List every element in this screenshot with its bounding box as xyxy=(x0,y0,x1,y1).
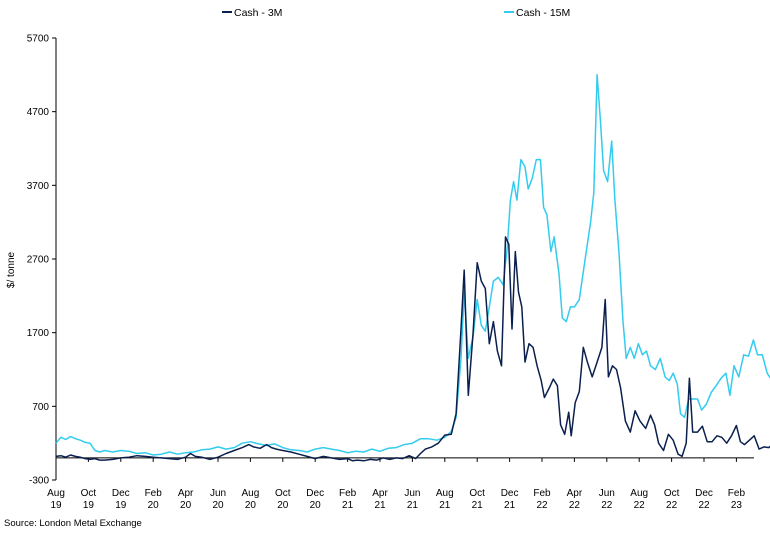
x-tick-label-month: Aug xyxy=(630,488,648,499)
x-tick-label-month: Dec xyxy=(306,488,324,499)
series-line-cash-3m xyxy=(55,236,770,462)
x-tick-label-month: Feb xyxy=(728,488,746,499)
x-tick-label-month: Dec xyxy=(695,488,713,499)
x-tick-label-year: 21 xyxy=(504,500,516,511)
x-tick-label-month: Aug xyxy=(47,488,65,499)
x-tick-label-year: 22 xyxy=(698,500,710,511)
x-tick-label-month: Feb xyxy=(533,488,551,499)
x-tick-label-month: Apr xyxy=(567,488,583,499)
x-tick-label-year: 20 xyxy=(310,500,322,511)
y-tick-label: 4700 xyxy=(27,107,50,118)
x-tick-label-month: Aug xyxy=(436,488,454,499)
x-tick-label-month: Oct xyxy=(275,488,291,499)
y-tick-label: 1700 xyxy=(27,328,50,339)
y-tick-label: 700 xyxy=(32,402,49,413)
x-tick-label-year: 20 xyxy=(148,500,160,511)
x-tick-label-year: 20 xyxy=(245,500,257,511)
x-tick-label-month: Aug xyxy=(242,488,260,499)
x-tick-label-year: 22 xyxy=(601,500,613,511)
y-tick-label: 2700 xyxy=(27,255,50,266)
series-group xyxy=(55,74,770,462)
x-tick-label-month: Oct xyxy=(81,488,97,499)
x-tick-label-month: Jun xyxy=(210,488,226,499)
x-tick-label-year: 22 xyxy=(569,500,581,511)
x-tick-label-month: Dec xyxy=(501,488,519,499)
x-tick-label-year: 20 xyxy=(277,500,289,511)
series-line-cash-15m xyxy=(55,74,770,456)
x-tick-label-month: Oct xyxy=(664,488,680,499)
x-tick-label-year: 19 xyxy=(50,500,62,511)
x-tick-label-year: 21 xyxy=(439,500,451,511)
x-tick-label-year: 22 xyxy=(666,500,678,511)
legend-label-cash-15m: Cash - 15M xyxy=(516,7,570,19)
x-tick-label-month: Jun xyxy=(404,488,420,499)
x-tick-label-month: Jun xyxy=(599,488,615,499)
x-tick-label-year: 20 xyxy=(180,500,192,511)
x-tick-label-year: 22 xyxy=(634,500,646,511)
source-note: Source: London Metal Exchange xyxy=(4,518,142,529)
x-tick-label-year: 23 xyxy=(731,500,743,511)
y-axis-label: $/ tonne xyxy=(6,251,17,288)
x-axis-ticks: Aug19Oct19Dec19Feb20Apr20Jun20Aug20Oct20… xyxy=(47,457,746,511)
x-tick-label-year: 21 xyxy=(342,500,354,511)
x-tick-label-month: Dec xyxy=(112,488,130,499)
x-tick-label-month: Feb xyxy=(145,488,163,499)
x-tick-label-month: Apr xyxy=(372,488,388,499)
x-tick-label-year: 22 xyxy=(536,500,548,511)
x-tick-label-month: Feb xyxy=(339,488,357,499)
x-tick-label-year: 21 xyxy=(472,500,484,511)
x-tick-label-year: 19 xyxy=(115,500,127,511)
y-tick-label: -300 xyxy=(29,476,49,487)
x-tick-label-year: 19 xyxy=(83,500,95,511)
y-tick-label: 5700 xyxy=(27,34,50,45)
x-tick-label-year: 21 xyxy=(374,500,386,511)
axes xyxy=(55,38,754,480)
x-tick-label-year: 21 xyxy=(407,500,419,511)
x-tick-label-year: 20 xyxy=(212,500,224,511)
legend-label-cash-3m: Cash - 3M xyxy=(234,7,282,19)
x-tick-label-month: Apr xyxy=(178,488,194,499)
x-tick-label-month: Oct xyxy=(469,488,485,499)
y-tick-label: 3700 xyxy=(27,181,50,192)
legend: Cash - 3M Cash - 15M xyxy=(222,7,570,19)
y-axis-ticks: -300 700 1700 2700 3700 4700 5700 xyxy=(27,34,56,487)
